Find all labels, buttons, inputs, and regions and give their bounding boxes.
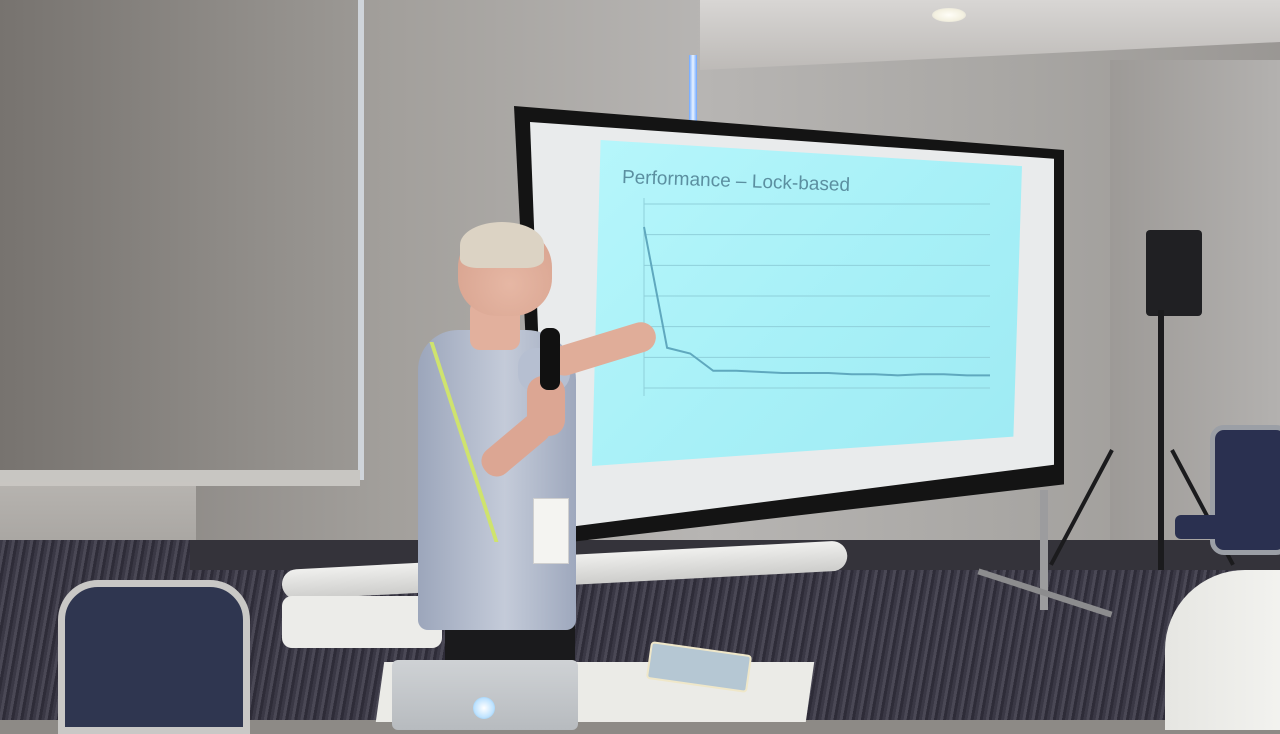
name-badge bbox=[533, 498, 569, 564]
round-table bbox=[1165, 570, 1280, 730]
apple-logo-icon bbox=[473, 697, 495, 719]
ceiling-light bbox=[932, 8, 966, 22]
chair-foreground bbox=[58, 580, 250, 734]
microphone bbox=[540, 328, 560, 390]
speaker bbox=[1146, 230, 1202, 316]
series-line bbox=[643, 226, 990, 377]
screen-stand-leg bbox=[1040, 490, 1048, 610]
slide-chart bbox=[643, 198, 990, 396]
speaker-stand bbox=[1158, 310, 1164, 570]
blue-light-strip bbox=[689, 55, 697, 125]
presenter-hair bbox=[460, 222, 544, 268]
equipment-bag bbox=[282, 596, 442, 648]
chair-right-seat bbox=[1175, 515, 1275, 539]
wall-panel bbox=[0, 0, 364, 480]
projected-slide: Performance – Lock-based bbox=[592, 140, 1022, 466]
